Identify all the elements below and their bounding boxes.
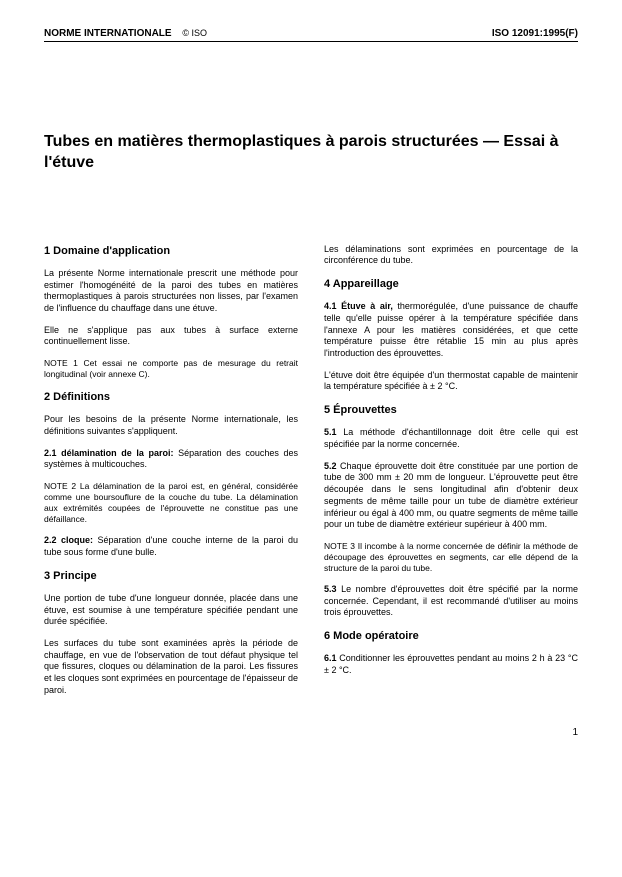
clause-2-2-number: 2.2 cloque: — [44, 535, 93, 545]
section-1-heading: 1 Domaine d'application — [44, 244, 298, 258]
section-1-para-2: Elle ne s'applique pas aux tubes à surfa… — [44, 325, 298, 348]
clause-5-1-number: 5.1 — [324, 427, 337, 437]
section-4-heading: 4 Appareillage — [324, 277, 578, 291]
column-right: Les délaminations sont exprimées en pour… — [324, 244, 578, 707]
clause-5-3-number: 5.3 — [324, 584, 337, 594]
document-title: Tubes en matières thermoplastiques à par… — [44, 132, 578, 174]
header-norme-label: NORME INTERNATIONALE — [44, 28, 172, 39]
section-4-para-2: L'étuve doit être équipée d'un thermosta… — [324, 370, 578, 393]
clause-2-2: 2.2 cloque: Séparation d'une couche inte… — [44, 535, 298, 558]
header-left: NORME INTERNATIONALE © ISO — [44, 28, 207, 39]
clause-5-1: 5.1 La méthode d'échantillonnage doit êt… — [324, 427, 578, 450]
page-number: 1 — [44, 727, 578, 738]
page-header: NORME INTERNATIONALE © ISO ISO 12091:199… — [44, 28, 578, 42]
clause-5-3-text: Le nombre d'éprouvettes doit être spécif… — [324, 584, 578, 617]
clause-5-2-number: 5.2 — [324, 461, 337, 471]
clause-6-1-text: Conditionner les éprouvettes pendant au … — [324, 653, 578, 675]
section-3-para-1: Une portion de tube d'une longueur donné… — [44, 593, 298, 628]
clause-2-1: 2.1 délamination de la paroi: Séparation… — [44, 448, 298, 471]
clause-5-1-text: La méthode d'échantillonnage doit être c… — [324, 427, 578, 449]
header-standard-ref: ISO 12091:1995(F) — [492, 28, 578, 39]
page: NORME INTERNATIONALE © ISO ISO 12091:199… — [0, 0, 622, 758]
section-6-heading: 6 Mode opératoire — [324, 629, 578, 643]
clause-5-2: 5.2 Chaque éprouvette doit être constitu… — [324, 461, 578, 531]
section-5-heading: 5 Éprouvettes — [324, 403, 578, 417]
clause-4-1-number: 4.1 Étuve à air, — [324, 301, 393, 311]
clause-4-1: 4.1 Étuve à air, thermorégulée, d'une pu… — [324, 301, 578, 359]
note-2: NOTE 2 La délamination de la paroi est, … — [44, 481, 298, 525]
note-1: NOTE 1 Cet essai ne comporte pas de mesu… — [44, 358, 298, 380]
clause-5-2-text: Chaque éprouvette doit être constituée p… — [324, 461, 578, 529]
clause-5-3: 5.3 Le nombre d'éprouvettes doit être sp… — [324, 584, 578, 619]
section-1-para-1: La présente Norme internationale prescri… — [44, 268, 298, 315]
section-2-heading: 2 Définitions — [44, 390, 298, 404]
section-3-para-2: Les surfaces du tube sont examinées aprè… — [44, 638, 298, 696]
header-copyright: © ISO — [182, 28, 207, 38]
section-3-heading: 3 Principe — [44, 569, 298, 583]
column-left: 1 Domaine d'application La présente Norm… — [44, 244, 298, 707]
note-3: NOTE 3 Il incombe à la norme concernée d… — [324, 541, 578, 574]
clause-2-1-number: 2.1 délamination de la paroi: — [44, 448, 173, 458]
clause-6-1-number: 6.1 — [324, 653, 337, 663]
clause-6-1: 6.1 Conditionner les éprouvettes pendant… — [324, 653, 578, 676]
section-3-continued: Les délaminations sont exprimées en pour… — [324, 244, 578, 267]
body-columns: 1 Domaine d'application La présente Norm… — [44, 244, 578, 707]
section-2-intro: Pour les besoins de la présente Norme in… — [44, 414, 298, 437]
